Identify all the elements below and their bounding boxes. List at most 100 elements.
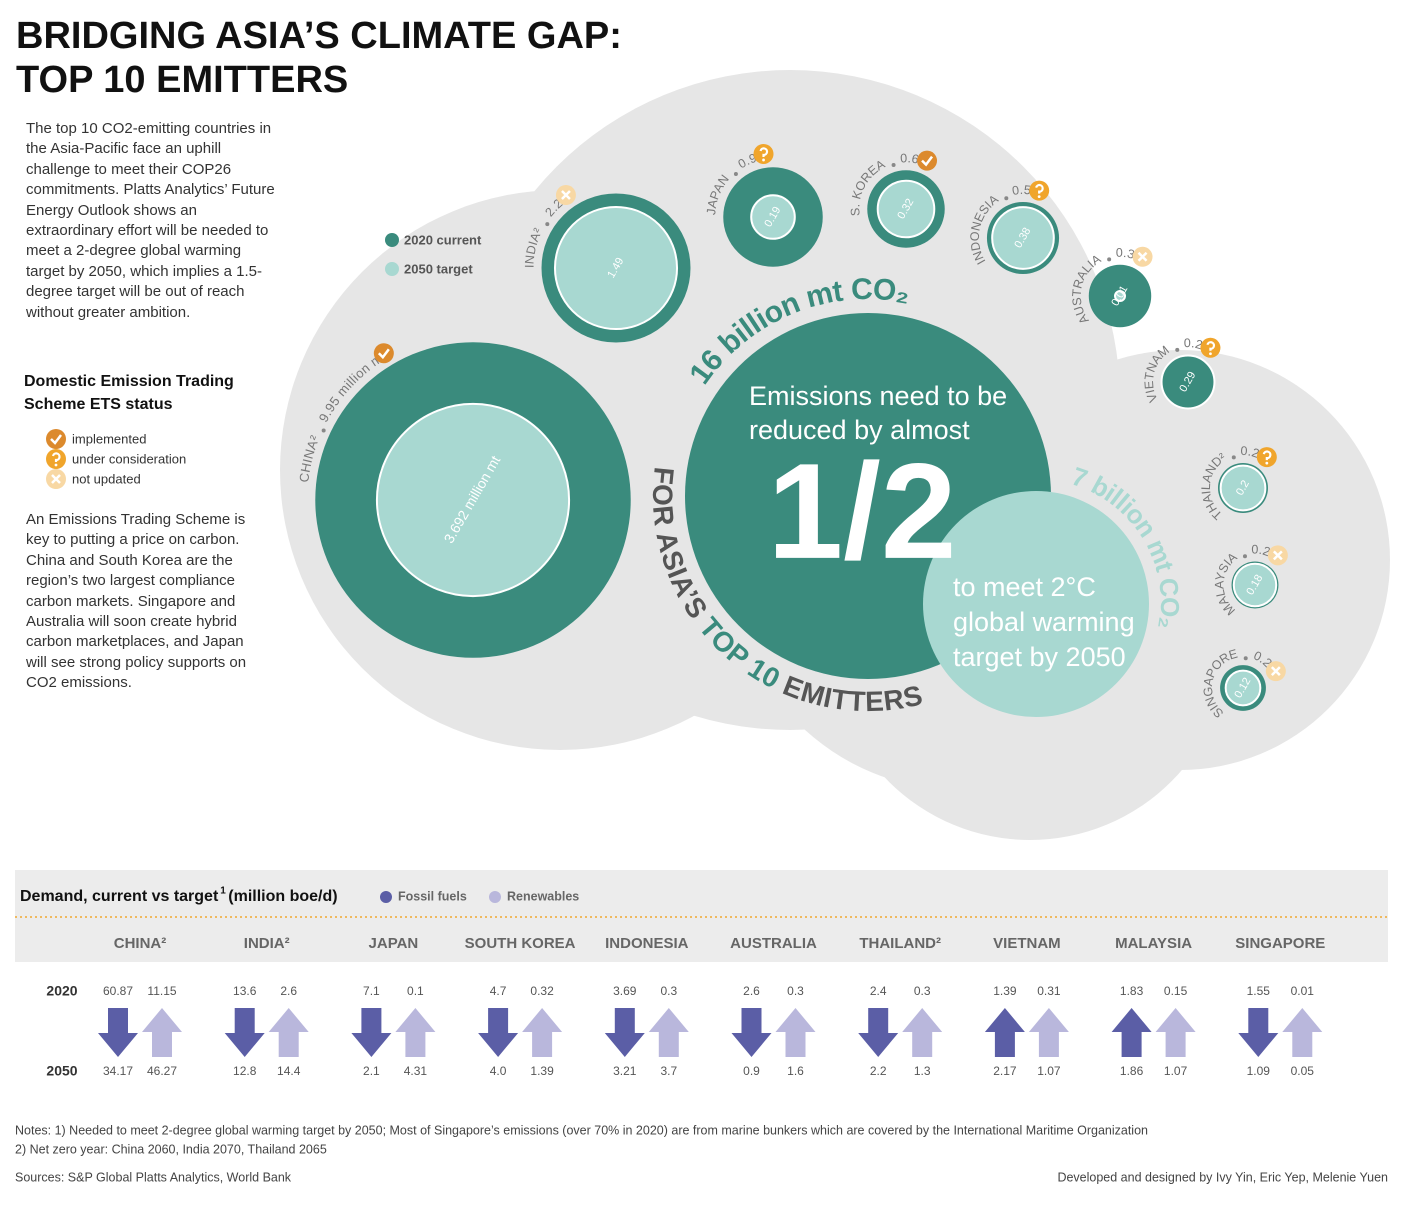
separator (1004, 196, 1009, 201)
ets-icon (753, 143, 774, 164)
demand-value: 1.86 (1120, 1064, 1144, 1078)
arrow (731, 1008, 772, 1057)
demand-value: 1.3 (914, 1064, 931, 1078)
demand-value: 7.1 (363, 984, 380, 998)
demand-value: 12.8 (233, 1064, 257, 1078)
emission-target (1224, 669, 1262, 707)
arrow (268, 1008, 309, 1057)
demand-value: 1.39 (993, 984, 1017, 998)
separator (891, 162, 896, 167)
arrow (775, 1008, 816, 1057)
demand-value: 0.3 (787, 984, 804, 998)
arrow (648, 1008, 689, 1057)
cross (561, 190, 571, 200)
question-dot (54, 463, 58, 467)
separator (545, 222, 550, 227)
fraction: 1/2 (767, 435, 956, 587)
emission-target (876, 179, 936, 239)
title: BRIDGING ASIA’S CLIMATE GAP: (16, 15, 622, 57)
demand-value: 1.39 (530, 1064, 554, 1078)
question (759, 147, 769, 157)
demand-value: 2.2 (870, 1064, 887, 1078)
arrow (351, 1008, 392, 1057)
ets-icon (1256, 447, 1277, 468)
ets-icon (555, 185, 576, 206)
country-name: VIETNAM (993, 935, 1061, 952)
demand-value: 2.1 (363, 1064, 380, 1078)
demand-note: 1 (220, 886, 226, 897)
demand-value: 2.6 (743, 984, 760, 998)
legend-swatch (489, 891, 501, 903)
question (1262, 450, 1272, 461)
demand-value: 2.6 (280, 984, 297, 998)
country-name: CHINA² (114, 935, 167, 952)
arrow (98, 1008, 138, 1057)
demand-value: 1.55 (1247, 984, 1271, 998)
demand-value: 2.4 (870, 984, 887, 998)
country-name: INDONESIA (605, 935, 689, 952)
question (1206, 341, 1216, 351)
intro: The top 10 CO2-emitting countries in the… (26, 120, 275, 321)
separator (1107, 257, 1112, 262)
ets-icon-bg (46, 429, 66, 449)
ets-text: An Emissions Trading Scheme is key to pu… (26, 511, 247, 692)
ets-icon (917, 150, 938, 171)
demand-value: 3.21 (613, 1064, 637, 1078)
question (1035, 183, 1044, 194)
country-name: INDIA² (244, 935, 290, 952)
country-name: MALAYSIA (1115, 935, 1192, 952)
emission-target (553, 205, 679, 331)
demand-value: 60.87 (103, 984, 133, 998)
year: 2050 (46, 1063, 77, 1079)
demand-value: 34.17 (103, 1064, 133, 1078)
demand-value: 0.31 (1037, 984, 1061, 998)
arrow (902, 1008, 943, 1057)
ets-icon-bg (917, 150, 938, 171)
separator (1175, 347, 1180, 352)
arrow (1028, 1008, 1069, 1057)
demand-value: 1.6 (787, 1064, 804, 1078)
cross (51, 474, 61, 484)
demand-band (15, 870, 1388, 962)
question-dot (762, 158, 765, 162)
country-name: SOUTH KOREA (465, 935, 576, 952)
ets-legend-label: under consideration (72, 451, 186, 466)
country-name: JAPAN (369, 935, 419, 952)
arrow (1111, 1008, 1152, 1057)
demand-value: 0.32 (530, 984, 554, 998)
demand-value: 0.1 (407, 984, 424, 998)
target-text: to meet 2°C (953, 572, 1096, 602)
ets-icon-bg (373, 343, 394, 364)
target-text: target by 2050 (953, 642, 1126, 672)
emission-target (1219, 464, 1267, 512)
arrow (604, 1008, 645, 1057)
emission-target (1114, 290, 1126, 302)
emission-target (750, 194, 796, 240)
arrow (984, 1008, 1025, 1057)
demand-unit: (million boe/d) (228, 888, 337, 905)
ets-icon (46, 429, 66, 449)
arrow (522, 1008, 563, 1057)
arrow (142, 1008, 182, 1057)
legend-swatch (385, 233, 399, 247)
demand-value: 4.7 (490, 984, 507, 998)
demand-value: 11.15 (147, 984, 176, 998)
title: TOP 10 EMITTERS (16, 59, 348, 101)
legend-swatch (380, 891, 392, 903)
arrow (1155, 1008, 1196, 1057)
ets-icon (1267, 545, 1288, 566)
demand-value: 0.3 (914, 984, 931, 998)
check (377, 348, 390, 360)
arrow (478, 1008, 519, 1057)
demand-value: 0.9 (743, 1064, 760, 1078)
separator (733, 172, 738, 177)
legend-label: Renewables (507, 889, 579, 903)
demand-value: 1.07 (1037, 1064, 1061, 1078)
legend-label: Fossil fuels (398, 889, 467, 903)
demand-value: 3.7 (660, 1064, 677, 1078)
demand-value: 46.27 (147, 1064, 177, 1078)
demand-value: 13.6 (233, 984, 257, 998)
ets-legend-label: not updated (72, 471, 141, 486)
ets-title: Domestic Emission Trading Scheme ETS sta… (24, 373, 234, 413)
